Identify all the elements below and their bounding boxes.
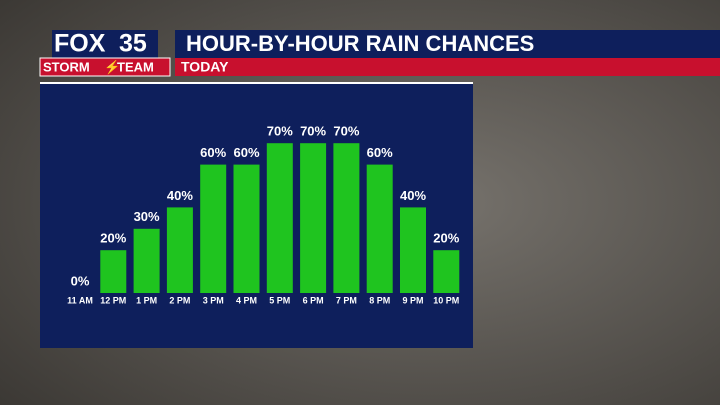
value-label: 60% <box>367 145 393 160</box>
subtitle-bar <box>175 58 720 76</box>
value-label: 60% <box>200 145 226 160</box>
logo-box <box>52 30 158 58</box>
subtitle: TODAY <box>181 59 229 75</box>
value-label: 70% <box>333 124 359 139</box>
logo-band <box>39 57 171 77</box>
title-bar <box>175 30 720 58</box>
value-label: 60% <box>233 145 259 160</box>
panel-rule <box>40 82 473 84</box>
value-label: 70% <box>267 124 293 139</box>
bar <box>366 164 393 293</box>
x-tick-label: 12 PM <box>100 295 126 305</box>
bar <box>433 250 460 293</box>
x-tick-label: 10 PM <box>433 295 459 305</box>
x-tick-label: 3 PM <box>203 295 224 305</box>
logo-top: FOX <box>54 30 106 58</box>
bar <box>100 250 127 293</box>
x-tick-label: 2 PM <box>169 295 190 305</box>
bar <box>133 228 160 293</box>
x-tick-label: 11 AM <box>67 295 93 305</box>
value-label: 0% <box>71 273 90 288</box>
bar <box>266 143 293 293</box>
logo-number: 35 <box>119 30 147 58</box>
x-tick-label: 1 PM <box>136 295 157 305</box>
title: HOUR-BY-HOUR RAIN CHANCES <box>186 31 534 56</box>
logo-bottom-right: TEAM <box>117 59 154 74</box>
logo-bottom-left: STORM <box>43 59 90 74</box>
x-tick-label: 7 PM <box>336 295 357 305</box>
bar <box>400 207 426 293</box>
value-label: 20% <box>433 231 459 246</box>
value-label: 30% <box>134 209 160 224</box>
logo-bolt: ⚡ <box>104 59 120 75</box>
x-tick-label: 5 PM <box>269 295 290 305</box>
bar <box>200 164 227 293</box>
bar <box>333 143 360 293</box>
bar <box>300 143 327 293</box>
value-label: 40% <box>400 188 426 203</box>
plot: 0% 11 AM 20% 12 PM 30% 1 PM 40% 2 PM 60% 3 PM 60% 4… <box>67 124 460 306</box>
bar <box>233 164 260 293</box>
value-label: 70% <box>300 124 326 139</box>
bar <box>166 207 193 293</box>
x-tick-label: 8 PM <box>369 295 390 305</box>
x-tick-label: 9 PM <box>402 295 423 305</box>
value-label: 20% <box>100 231 126 246</box>
value-label: 40% <box>167 188 193 203</box>
x-tick-label: 4 PM <box>236 295 257 305</box>
x-tick-label: 6 PM <box>303 295 324 305</box>
